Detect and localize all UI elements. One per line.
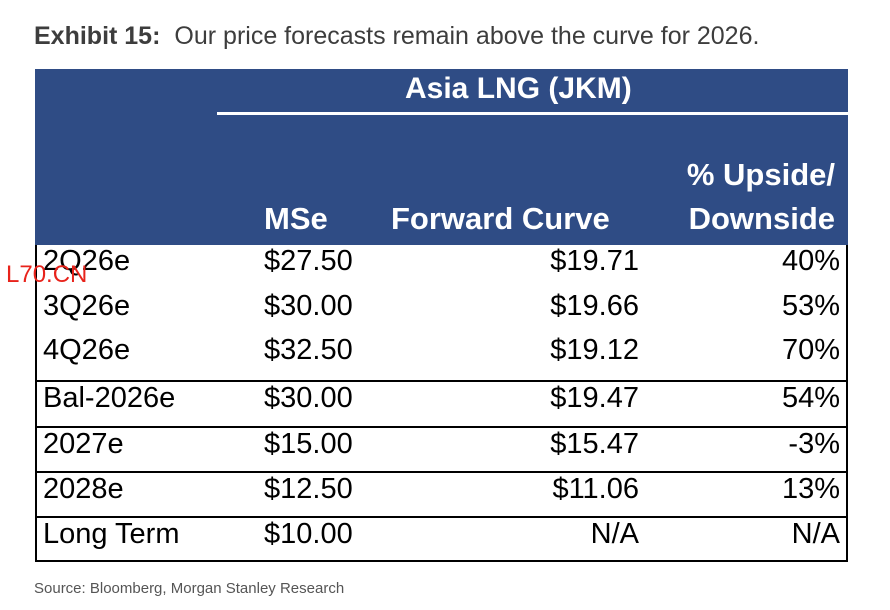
- forward-value: $15.47: [550, 428, 639, 460]
- row-label: Long Term: [43, 518, 180, 550]
- mse-value: $30.00: [264, 382, 353, 414]
- row-label: 2027e: [43, 428, 124, 460]
- upside-value: 13%: [781, 473, 840, 505]
- row-label: 2028e: [43, 473, 124, 505]
- upside-value: N/A: [791, 518, 840, 550]
- col-header-forward-curve: Forward Curve: [391, 201, 610, 236]
- exhibit-label: Exhibit 15:: [34, 22, 161, 50]
- col-header-upside-line1: % Upside/: [686, 157, 835, 192]
- table-body: 2Q26e $27.50 $19.71 40% 3Q26e $30.00 $19…: [35, 245, 848, 562]
- table-row: 2Q26e $27.50 $19.71 40%: [37, 245, 846, 290]
- mse-value: $27.50: [264, 245, 353, 277]
- mse-value: $32.50: [264, 334, 353, 366]
- group-header: Asia LNG (JKM): [405, 72, 632, 105]
- source-note: Source: Bloomberg, Morgan Stanley Resear…: [34, 580, 345, 597]
- table-row: 2028e $12.50 $11.06 13%: [37, 471, 846, 517]
- forecast-table: Asia LNG (JKM) MSe Forward Curve % Upsid…: [35, 69, 848, 562]
- forward-value: $11.06: [552, 473, 639, 505]
- row-label: 3Q26e: [43, 290, 131, 322]
- table-row: Long Term $10.00 N/A N/A: [37, 516, 846, 562]
- table-row: 4Q26e $32.50 $19.12 70%: [37, 334, 846, 378]
- header-rule: [217, 112, 848, 115]
- table-header: Asia LNG (JKM) MSe Forward Curve % Upsid…: [35, 69, 848, 245]
- upside-value: 70%: [781, 334, 840, 366]
- col-header-mse: MSe: [264, 201, 328, 236]
- row-label: 2Q26e: [43, 245, 131, 277]
- row-label: Bal-2026e: [43, 382, 176, 414]
- table-row: Bal-2026e $30.00 $19.47 54%: [37, 380, 846, 426]
- ticker-stamp: L70.CN: [6, 261, 88, 288]
- forward-value: N/A: [590, 518, 639, 550]
- mse-value: $12.50: [264, 473, 353, 505]
- row-label: 4Q26e: [43, 334, 131, 366]
- mse-value: $30.00: [264, 290, 353, 322]
- mse-value: $15.00: [264, 428, 353, 460]
- upside-value: 53%: [781, 290, 840, 322]
- mse-value: $10.00: [264, 518, 353, 550]
- forward-value: $19.12: [550, 334, 639, 366]
- table-row: 3Q26e $30.00 $19.66 53%: [37, 290, 846, 334]
- upside-value: -3%: [788, 428, 840, 460]
- forward-value: $19.66: [550, 290, 639, 322]
- forward-value: $19.71: [550, 245, 639, 277]
- exhibit-caption: Our price forecasts remain above the cur…: [174, 22, 760, 50]
- exhibit-title: Exhibit 15: Our price forecasts remain ab…: [34, 22, 759, 51]
- table-row: 2027e $15.00 $15.47 -3%: [37, 426, 846, 472]
- upside-value: 40%: [781, 245, 840, 277]
- col-header-upside-line2: Downside: [688, 201, 835, 236]
- forward-value: $19.47: [550, 382, 639, 414]
- upside-value: 54%: [781, 382, 840, 414]
